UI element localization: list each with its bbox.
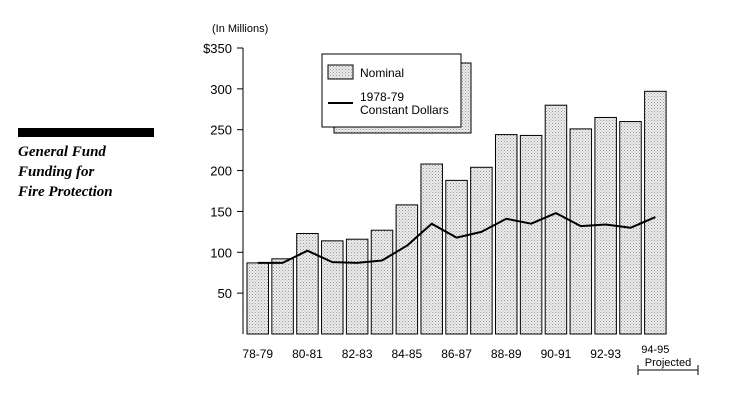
side-title-line-1: General Fund (18, 144, 106, 160)
side-title: General Fund Funding for Fire Protection (18, 142, 188, 202)
bar-nominal (345, 238, 369, 335)
unit-label: (In Millions) (212, 23, 268, 35)
y-tick-label: 150 (210, 204, 232, 219)
projected-label: Projected (645, 357, 691, 369)
bar-nominal (445, 179, 468, 335)
y-tick-label: 50 (218, 286, 232, 301)
side-title-line-3: Fire Protection (18, 184, 113, 200)
bar-nominal (271, 258, 294, 335)
bar-nominal (395, 204, 419, 335)
bar-nominal (495, 134, 518, 335)
bar-nominal (519, 134, 543, 335)
x-tick-label: 80-81 (292, 347, 323, 361)
x-tick-label: 78-79 (242, 347, 273, 361)
legend-label-constant: Constant Dollars (360, 103, 449, 117)
y-tick-label: $350 (203, 41, 232, 56)
bar-nominal (569, 128, 593, 335)
x-tick-label: 88-89 (491, 347, 522, 361)
legend-label-constant: 1978-79 (360, 90, 404, 104)
bar-nominal (370, 229, 394, 335)
bar-nominal (296, 232, 319, 335)
bar-nominal (544, 104, 568, 335)
bar-nominal (644, 90, 667, 335)
bar-nominal (420, 163, 443, 335)
y-tick-label: 200 (210, 164, 232, 179)
x-tick-label: 94-95 (641, 344, 669, 356)
label-layer: (In Millions) $350 300 250 200 150 100 50 78-79 8… (203, 23, 691, 369)
y-tick-label: 100 (210, 245, 232, 260)
side-title-line-2: Funding for (18, 164, 95, 180)
bar-nominal (321, 240, 344, 335)
x-tick-label: 92-93 (590, 347, 621, 361)
x-tick-label: 84-85 (391, 347, 422, 361)
legend-label-nominal: Nominal (360, 66, 404, 80)
legend-bar-swatch (327, 64, 354, 80)
side-accent-bar (18, 128, 154, 137)
x-tick-label: 90-91 (541, 347, 572, 361)
line-layer (257, 212, 656, 264)
y-tick-label: 250 (210, 123, 232, 138)
y-tick-label: 300 (210, 82, 232, 97)
bar-nominal (246, 262, 269, 335)
x-tick-label: 86-87 (441, 347, 472, 361)
line-constant-dollars (257, 212, 656, 264)
axis-layer (237, 47, 699, 375)
bar-nominal (470, 166, 493, 335)
x-tick-label: 82-83 (342, 347, 373, 361)
